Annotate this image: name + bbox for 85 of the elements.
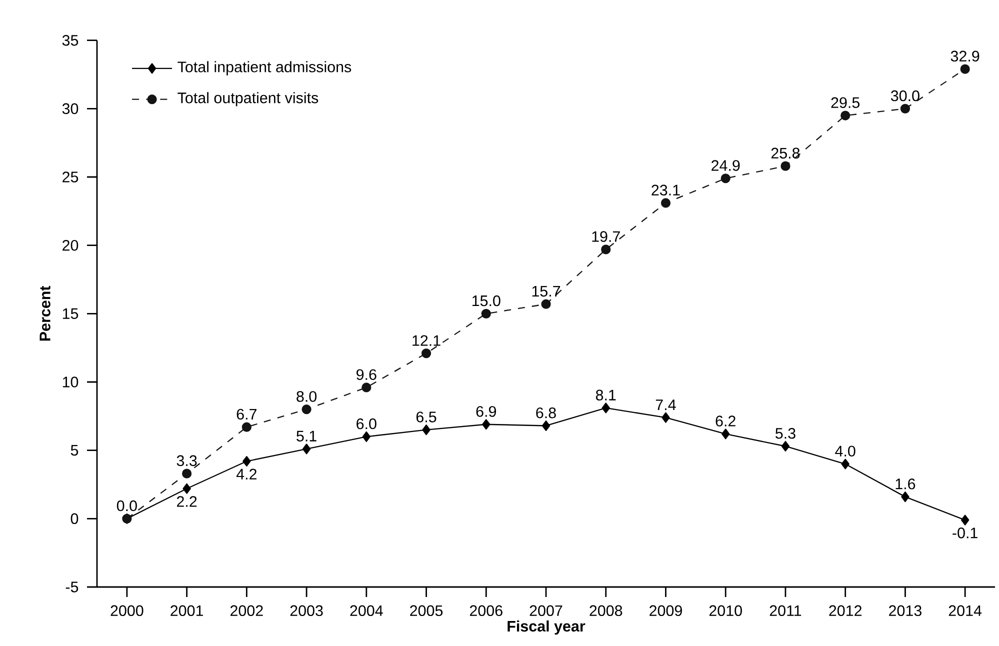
data-label: 6.7 (236, 408, 256, 420)
x-tick-label: 2014 (948, 605, 982, 616)
data-label: 15.0 (472, 295, 500, 306)
point (602, 402, 610, 414)
y-tick-label: 25 (62, 172, 78, 182)
data-label: 4.0 (835, 446, 856, 457)
y-tick-label: 10 (62, 376, 78, 388)
point (481, 308, 491, 318)
legend-label: Total inpatient admissions (178, 61, 352, 76)
x-tick-label: 2002 (230, 605, 263, 616)
y-tick-label: 5 (70, 445, 78, 456)
data-label: 30.0 (890, 90, 920, 102)
data-label: 4.2 (236, 468, 256, 480)
x-tick-label: 2011 (770, 605, 802, 616)
data-label: 23.1 (652, 184, 680, 196)
data-label: 7.4 (656, 400, 676, 410)
legend-label: Total outpatient visits (178, 92, 318, 106)
point (901, 492, 910, 502)
point (840, 110, 850, 120)
point (720, 174, 730, 184)
y-tick-label: 20 (62, 240, 78, 251)
x-tick-label: 2003 (290, 605, 323, 616)
data-label: 12.1 (412, 335, 440, 346)
point (780, 161, 790, 171)
data-label: 19.7 (592, 231, 620, 242)
x-tick-label: 2006 (470, 605, 502, 616)
point (960, 64, 970, 74)
x-tick-label: 2013 (889, 605, 922, 616)
data-label: 6.8 (536, 407, 556, 418)
point (242, 456, 251, 467)
data-label: 0.0 (116, 500, 137, 512)
point (182, 483, 191, 494)
data-label: 32.9 (950, 50, 980, 62)
data-label: 6.2 (716, 416, 736, 426)
point (960, 514, 970, 526)
data-label: 3.3 (176, 455, 197, 466)
y-tick-label: 35 (62, 34, 78, 46)
point (542, 420, 550, 432)
x-tick-label: 2010 (709, 605, 742, 616)
y-tick-label: 30 (62, 103, 78, 114)
x-tick-label: 2008 (590, 605, 622, 616)
point (302, 444, 311, 454)
data-label: 5.1 (296, 430, 316, 442)
point (781, 440, 790, 452)
data-label: 8.0 (296, 391, 317, 402)
data-label: 6.9 (476, 406, 496, 417)
data-label: 15.7 (532, 286, 560, 297)
data-label: 8.1 (596, 390, 616, 400)
point (421, 348, 432, 358)
point (722, 428, 730, 440)
y-tick-label: -5 (66, 582, 78, 592)
y-tick-label: 0 (70, 513, 78, 524)
point (362, 431, 371, 442)
data-label: 6.5 (416, 412, 436, 422)
data-label: 25.8 (771, 148, 800, 159)
x-tick-label: 2000 (110, 605, 144, 616)
x-tick-label: 2005 (410, 605, 443, 616)
point (660, 198, 671, 208)
point (900, 104, 910, 114)
point (841, 458, 850, 470)
data-label: 5.3 (776, 428, 796, 439)
point (541, 299, 551, 309)
x-tick-label: 2004 (350, 605, 383, 616)
data-label: 6.0 (356, 418, 376, 430)
y-tick-label: 15 (62, 308, 78, 319)
point (242, 422, 252, 432)
data-label: 29.5 (831, 97, 860, 108)
point (482, 419, 490, 430)
point (601, 244, 611, 254)
data-label: -0.1 (952, 528, 978, 538)
y-axis-title: Percent (40, 286, 50, 341)
point (362, 382, 372, 392)
point (302, 404, 312, 414)
x-axis-title: Fiscal year (508, 620, 586, 635)
x-tick-label: 2009 (650, 605, 682, 616)
data-label: 1.6 (896, 478, 916, 490)
x-tick-label: 2007 (530, 605, 562, 616)
data-label: 24.9 (712, 160, 740, 171)
point (422, 424, 430, 436)
data-label: 9.6 (356, 369, 376, 380)
x-tick-label: 2001 (170, 605, 203, 616)
data-label: 2.2 (176, 496, 197, 507)
point (182, 468, 192, 478)
x-tick-label: 2012 (829, 605, 862, 616)
point (662, 412, 670, 423)
